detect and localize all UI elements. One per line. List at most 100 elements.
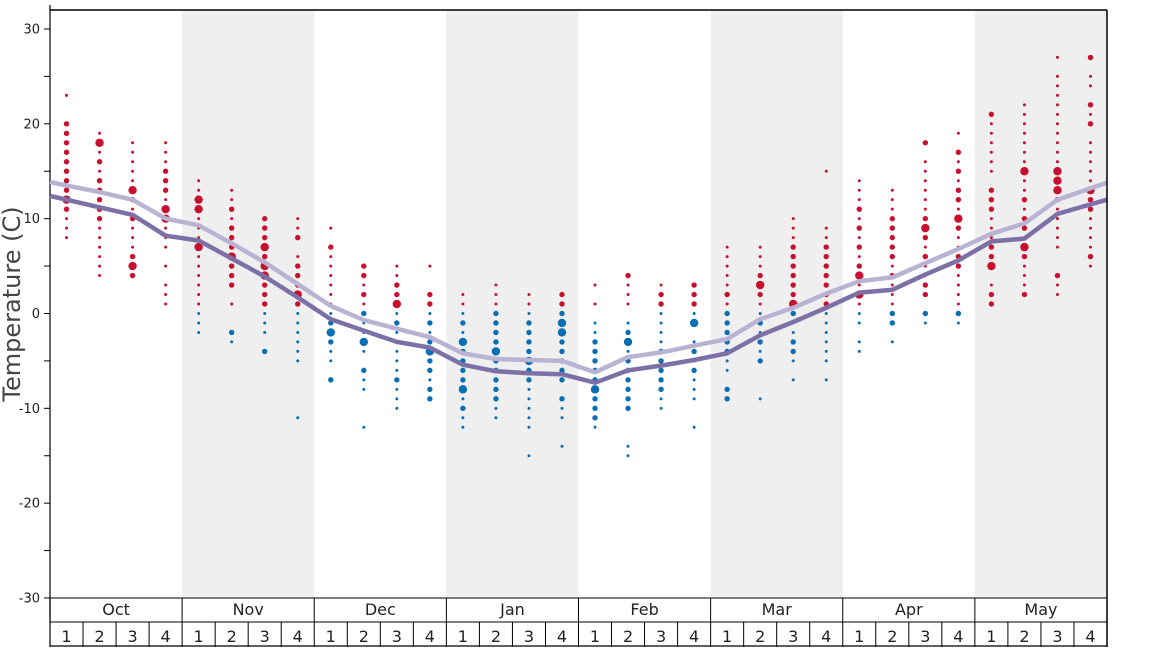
temperature-point: [889, 320, 895, 326]
temperature-point: [1022, 103, 1026, 107]
temperature-point: [295, 301, 301, 307]
temperature-point: [559, 310, 565, 317]
temperature-point: [527, 406, 531, 410]
temperature-point: [658, 358, 664, 364]
temperature-point: [922, 291, 929, 298]
temperature-point: [164, 141, 168, 145]
temperature-point: [1022, 283, 1026, 287]
temperature-point: [128, 261, 137, 271]
temperature-point: [758, 349, 762, 353]
week-label: 4: [293, 627, 303, 646]
temperature-point: [197, 255, 201, 259]
temperature-point: [194, 195, 203, 204]
temperature-point: [954, 214, 963, 223]
temperature-point: [758, 397, 762, 401]
temperature-point: [98, 255, 102, 259]
temperature-point: [131, 236, 135, 240]
temperature-point: [1087, 54, 1094, 61]
temperature-point: [296, 359, 300, 363]
temperature-point: [1020, 242, 1029, 252]
temperature-point: [889, 310, 895, 317]
temperature-point: [527, 387, 531, 391]
temperature-point: [526, 329, 532, 336]
month-label-mar: Mar: [762, 600, 793, 619]
temperature-point: [890, 264, 894, 268]
month-shade-mar: [710, 10, 843, 598]
temperature-point: [1088, 141, 1092, 145]
temperature-point: [98, 169, 102, 173]
temperature-point: [625, 405, 631, 412]
temperature-point: [758, 264, 762, 268]
temperature-point: [164, 198, 168, 202]
temperature-point: [691, 291, 697, 298]
temperature-point: [428, 264, 432, 268]
temperature-point: [428, 330, 432, 334]
temperature-point: [1053, 176, 1062, 185]
temperature-point: [197, 274, 201, 278]
temperature-point: [164, 302, 168, 306]
temperature-point: [296, 255, 300, 259]
temperature-point: [922, 234, 929, 241]
temperature-point: [1088, 169, 1092, 173]
temperature-point: [526, 320, 532, 326]
temperature-point: [725, 302, 729, 306]
temperature-point: [230, 302, 234, 306]
temperature-point: [691, 282, 697, 288]
temperature-point: [263, 330, 267, 334]
temperature-point: [493, 386, 499, 393]
temperature-point: [592, 396, 598, 402]
temperature-point: [329, 274, 333, 278]
temperature-point: [692, 387, 696, 391]
temperature-point: [790, 244, 796, 250]
temperature-point: [989, 236, 993, 240]
temperature-point: [296, 321, 300, 325]
temperature-point: [956, 207, 960, 211]
temperature-point: [724, 329, 730, 336]
temperature-point: [197, 321, 201, 325]
temperature-point: [725, 283, 729, 287]
temperature-point: [493, 329, 499, 336]
temperature-point: [1021, 225, 1028, 231]
temperature-point: [855, 271, 864, 280]
temperature-point: [758, 245, 762, 249]
temperature-point: [329, 255, 333, 259]
y-tick-label: 20: [23, 117, 40, 132]
temperature-point: [494, 416, 498, 420]
temperature-point: [197, 302, 201, 306]
temperature-point: [263, 311, 267, 315]
temperature-point: [922, 310, 929, 317]
y-tick-label: -20: [19, 497, 40, 512]
temperature-point: [1088, 160, 1092, 164]
temperature-point: [889, 234, 895, 241]
week-label: 1: [986, 627, 996, 646]
temperature-point: [626, 321, 630, 325]
temperature-point: [164, 160, 168, 164]
temperature-point: [427, 396, 433, 402]
temperature-point: [956, 160, 960, 164]
week-label: 3: [392, 627, 402, 646]
temperature-point: [427, 339, 433, 345]
temperature-point: [987, 261, 996, 271]
temperature-point: [890, 198, 894, 202]
temperature-point: [164, 293, 168, 297]
month-shade-nov: [182, 10, 315, 598]
temperature-point: [65, 217, 69, 221]
temperature-point: [428, 311, 432, 315]
temperature-point: [296, 226, 300, 230]
temperature-point: [260, 242, 269, 252]
temperature-point: [361, 291, 367, 298]
temperature-point: [1022, 122, 1026, 126]
temperature-point: [63, 140, 70, 146]
temperature-point: [197, 311, 201, 315]
temperature-point: [1088, 217, 1092, 221]
temperature-point: [494, 406, 498, 410]
temperature-point: [63, 187, 70, 193]
temperature-point: [692, 311, 696, 315]
temperature-point: [262, 225, 268, 231]
temperature-point: [988, 301, 995, 307]
week-label: 4: [161, 627, 171, 646]
temperature-point: [128, 185, 137, 195]
week-label: 1: [854, 627, 864, 646]
temperature-point: [493, 339, 499, 345]
